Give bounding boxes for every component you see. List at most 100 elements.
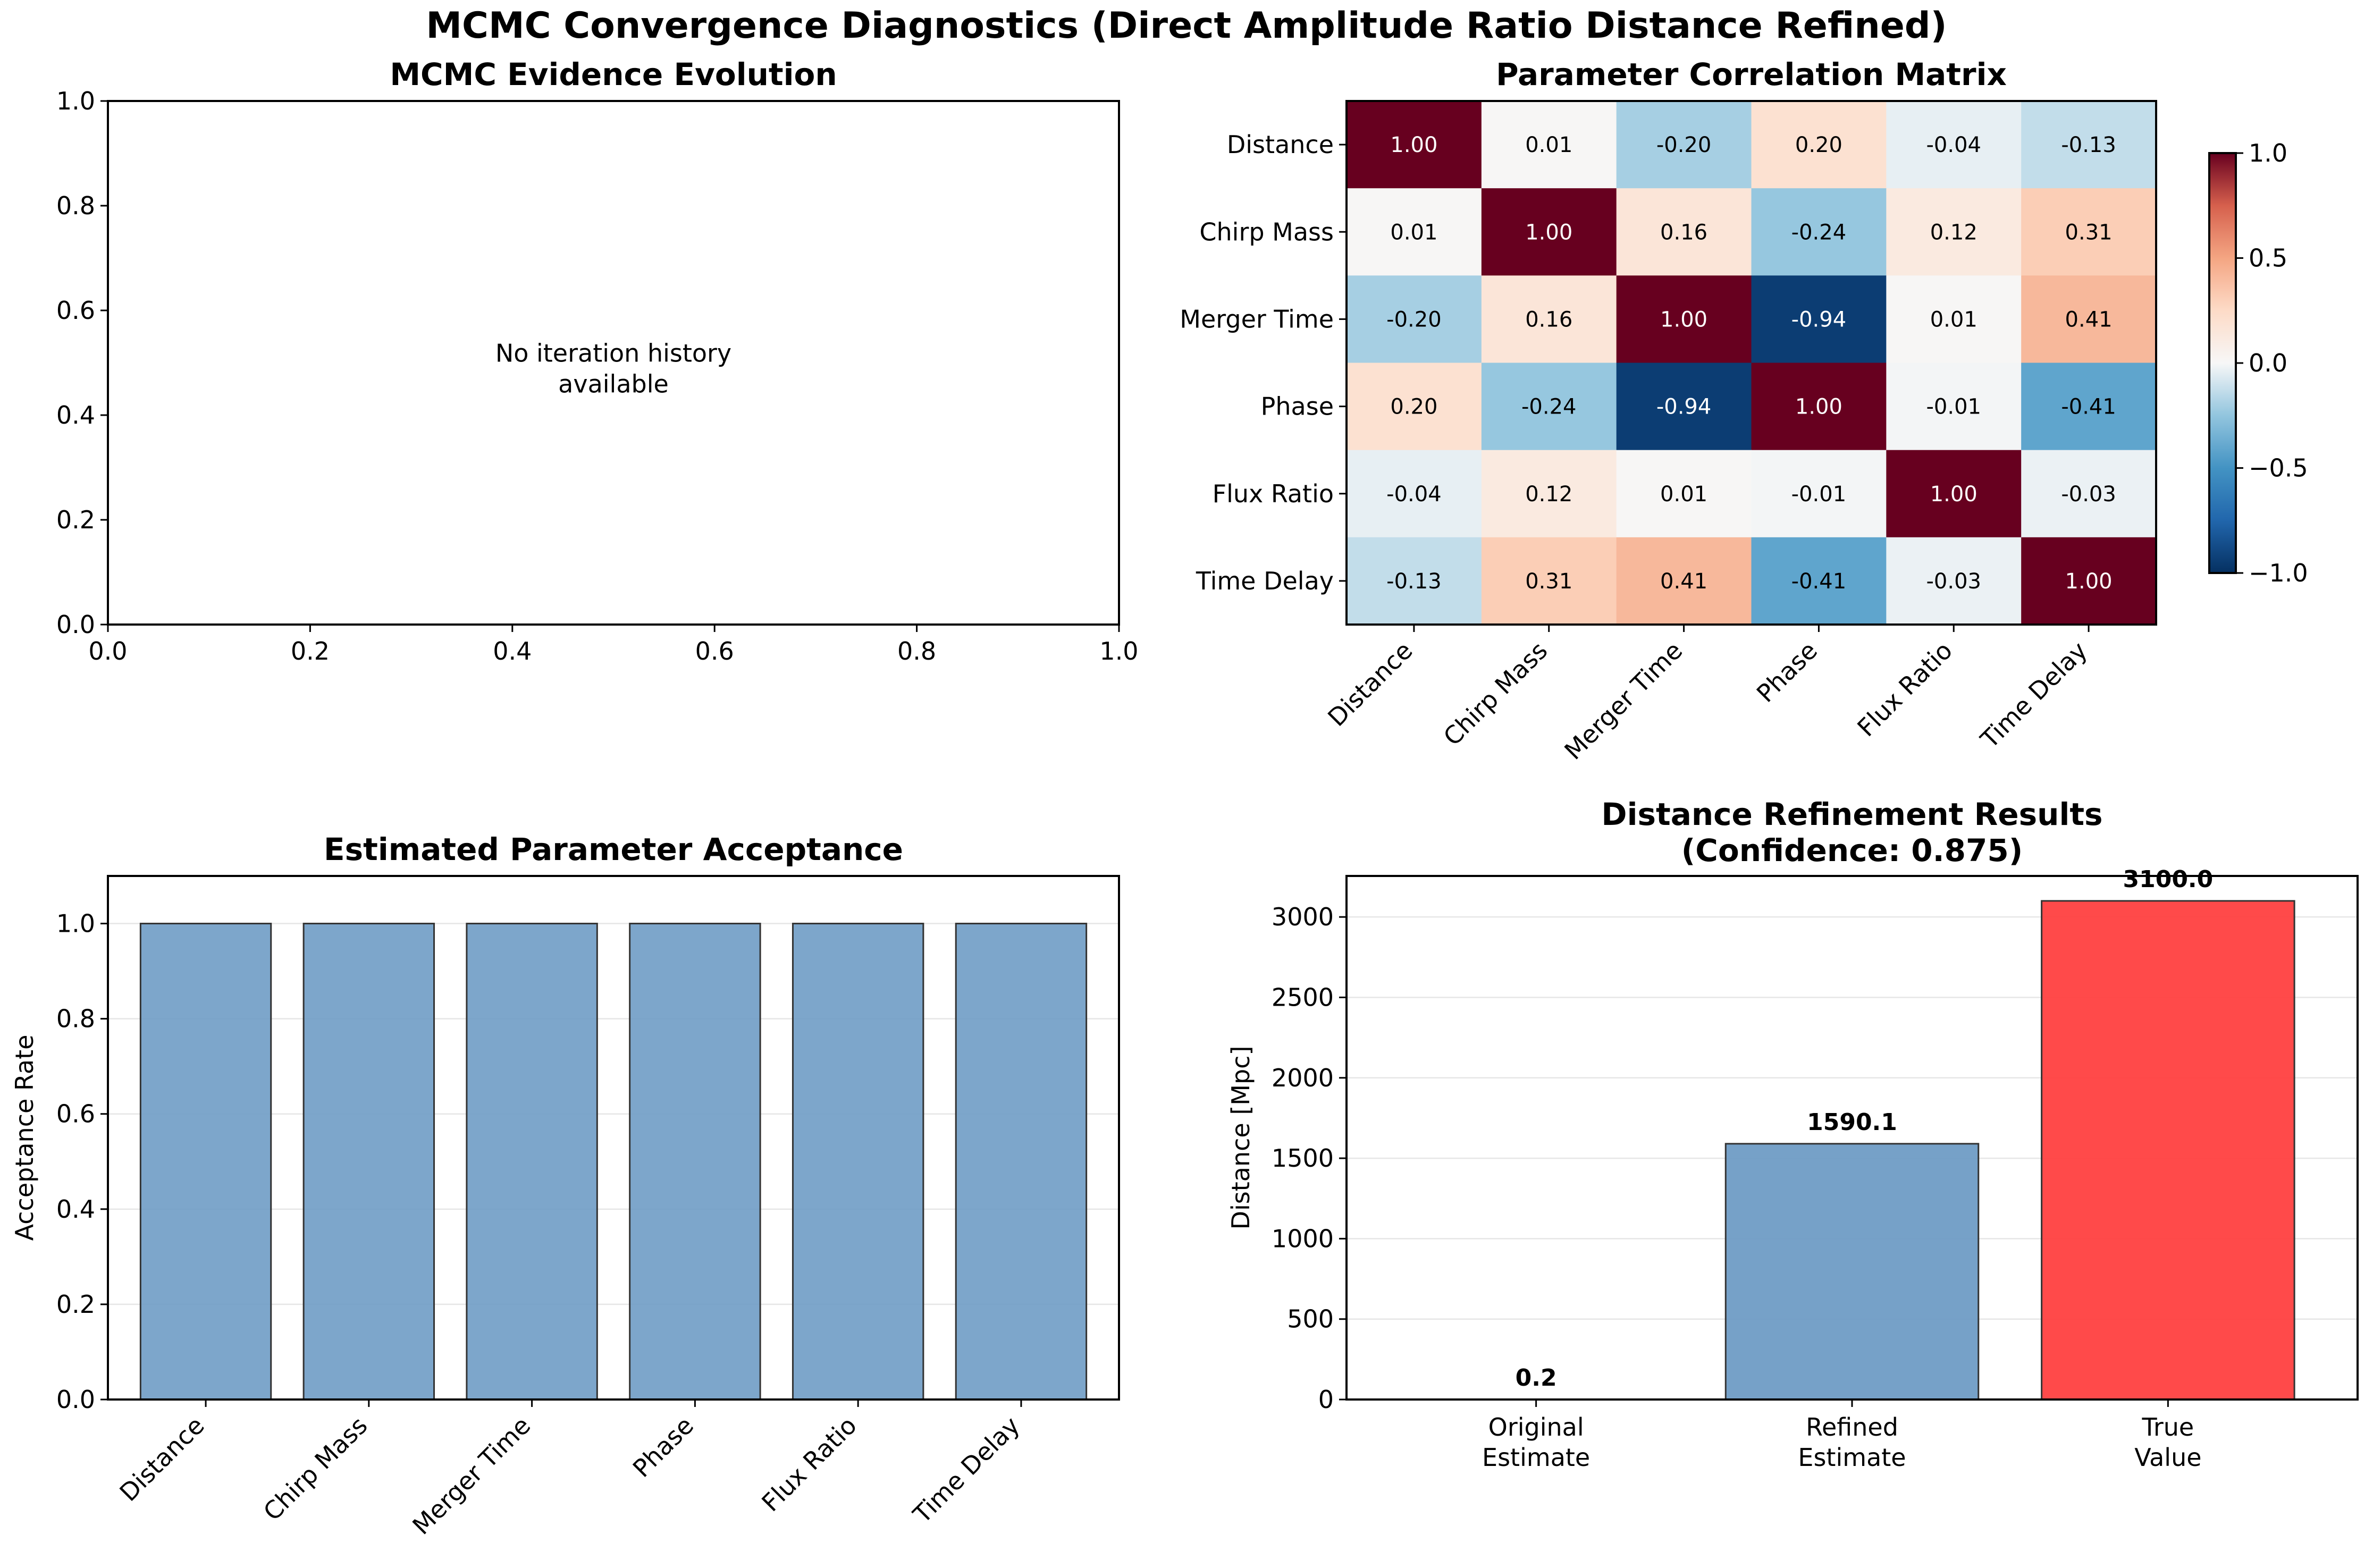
evidence-ytick-label: 0.6 <box>56 296 95 325</box>
heatmap-cell-label: 0.20 <box>1390 395 1437 419</box>
heatmap-cell-label: -0.94 <box>1656 395 1712 419</box>
distance-value-label: 1590.1 <box>1807 1109 1897 1136</box>
heatmap-cell-label: -0.24 <box>1521 395 1577 419</box>
heatmap-cell <box>1347 537 1482 625</box>
evidence-panel: MCMC Evidence Evolution 0.0 0.2 0.4 0.6 0.8 1.… <box>56 56 1139 665</box>
heatmap-cell <box>1481 101 1617 189</box>
distance-panel: Distance Refinement Results(Confidence: … <box>1226 796 2359 1472</box>
heatmap-cell-label: -0.20 <box>1656 133 1712 157</box>
distance-ytick-label: 3000 <box>1272 903 1334 931</box>
heatmap-cell-label: -0.01 <box>1926 395 1982 419</box>
correlation-col-label: Time Delay <box>1975 636 2093 754</box>
heatmap-cell <box>2021 450 2157 538</box>
heatmap-cell <box>1481 275 1617 363</box>
colorbar-tick-label: 0.0 <box>2249 349 2287 377</box>
evidence-annotation: No iteration history <box>495 339 731 368</box>
figure-suptitle: MCMC Convergence Diagnostics (Direct Amp… <box>426 5 1947 47</box>
heatmap-cell-label: -0.41 <box>1791 569 1847 594</box>
acceptance-ytick-label: 0.4 <box>56 1195 95 1224</box>
acceptance-axes <box>107 875 1120 1401</box>
acceptance-title: Estimated Parameter Acceptance <box>324 831 903 867</box>
distance-xtick-label: Estimate <box>1798 1443 1906 1472</box>
evidence-xtick-label: 0.8 <box>897 637 936 665</box>
heatmap-cell-label: 1.00 <box>1525 220 1572 245</box>
correlation-col-label: Merger Time <box>1559 636 1688 765</box>
heatmap-cell <box>1886 450 2022 538</box>
heatmap-cell <box>1616 101 1752 189</box>
acceptance-ytick-label: 0.8 <box>56 1005 95 1033</box>
heatmap-cell-label: -0.24 <box>1791 220 1847 245</box>
evidence-xtick-label: 0.0 <box>88 637 127 665</box>
heatmap-cell <box>1751 363 1887 451</box>
heatmap-cell-label: 1.00 <box>2065 569 2113 594</box>
heatmap-cell <box>1751 450 1887 538</box>
colorbar-tick-label: −0.5 <box>2249 454 2308 483</box>
acceptance-bar <box>955 923 1088 1401</box>
heatmap-cell <box>1481 537 1617 625</box>
acceptance-bar <box>466 923 598 1401</box>
heatmap-cell <box>2021 537 2157 625</box>
heatmap-cell-label: 1.00 <box>1390 133 1437 157</box>
heatmap-cell <box>1347 101 1482 189</box>
heatmap-cell <box>1886 188 2022 276</box>
heatmap-cell-label: 0.31 <box>1525 569 1572 594</box>
acceptance-xtick-label: Phase <box>627 1411 699 1483</box>
heatmap-cell-label: -0.04 <box>1926 133 1982 157</box>
acceptance-xtick-label: Time Delay <box>907 1411 1025 1529</box>
heatmap-cell-label: 0.41 <box>1660 569 1707 594</box>
correlation-col-label: Distance <box>1322 636 1418 732</box>
correlation-row-label: Time Delay <box>1196 567 1334 595</box>
evidence-annotation: available <box>558 370 669 399</box>
distance-ytick-label: 1500 <box>1272 1144 1334 1173</box>
heatmap-cell-label: -0.01 <box>1791 482 1847 507</box>
heatmap-cell <box>1347 363 1482 451</box>
heatmap-cell-label: -0.13 <box>1386 569 1442 594</box>
evidence-title: MCMC Evidence Evolution <box>390 56 837 92</box>
heatmap-cell <box>2021 188 2157 276</box>
colorbar-tick-label: −1.0 <box>2249 559 2308 587</box>
heatmap-cell-label: 0.41 <box>2065 307 2113 332</box>
correlation-col-label: Chirp Mass <box>1438 636 1553 752</box>
heatmap-cell <box>1886 101 2022 189</box>
heatmap-cell <box>1481 188 1617 276</box>
acceptance-xtick-label: Flux Ratio <box>756 1411 862 1518</box>
correlation-axes <box>1345 100 2157 626</box>
distance-title: Distance Refinement Results <box>1601 796 2102 832</box>
acceptance-xtick-label: Merger Time <box>407 1411 536 1540</box>
evidence-axes <box>107 100 1120 626</box>
correlation-title: Parameter Correlation Matrix <box>1496 56 2007 92</box>
distance-subtitle: (Confidence: 0.875) <box>1681 832 2023 869</box>
heatmap-cell-label: -0.04 <box>1386 482 1442 507</box>
distance-ytick-label: 0 <box>1318 1385 1334 1414</box>
heatmap-cell-label: 1.00 <box>1930 482 1978 507</box>
heatmap-cell <box>1886 363 2022 451</box>
distance-xtick-label: Refined <box>1806 1413 1898 1441</box>
heatmap-cell-label: 1.00 <box>1795 395 1842 419</box>
acceptance-xtick-label: Distance <box>114 1411 209 1507</box>
correlation-row-label: Chirp Mass <box>1199 217 1334 246</box>
heatmap-cell <box>2021 275 2157 363</box>
heatmap-cell-label: 0.16 <box>1525 307 1572 332</box>
acceptance-ylabel: Acceptance Rate <box>10 1035 39 1241</box>
heatmap-cell-label: 0.12 <box>1930 220 1978 245</box>
acceptance-bar <box>792 923 924 1401</box>
heatmap-cell-label: 0.01 <box>1390 220 1437 245</box>
correlation-col-label: Flux Ratio <box>1852 636 1958 743</box>
heatmap-cell <box>1616 450 1752 538</box>
heatmap-cell <box>1616 363 1752 451</box>
correlation-panel: Parameter Correlation Matrix 1.00 0.01 -0.2… <box>1180 56 2308 765</box>
colorbar <box>2209 153 2236 573</box>
distance-xtick-label: Value <box>2134 1443 2201 1472</box>
distance-value-label: 0.2 <box>1516 1364 1557 1392</box>
evidence-xtick-label: 0.4 <box>493 637 532 665</box>
acceptance-bar <box>302 923 435 1401</box>
evidence-ytick-label: 1.0 <box>56 87 95 115</box>
heatmap-cell <box>1347 188 1482 276</box>
heatmap-cell <box>2021 101 2157 189</box>
heatmap-cell-label: 0.01 <box>1930 307 1978 332</box>
distance-xtick-label: True <box>2142 1413 2194 1441</box>
acceptance-ytick-label: 0.6 <box>56 1100 95 1128</box>
correlation-col-label: Phase <box>1751 636 1823 708</box>
distance-bar <box>1724 1143 1980 1401</box>
